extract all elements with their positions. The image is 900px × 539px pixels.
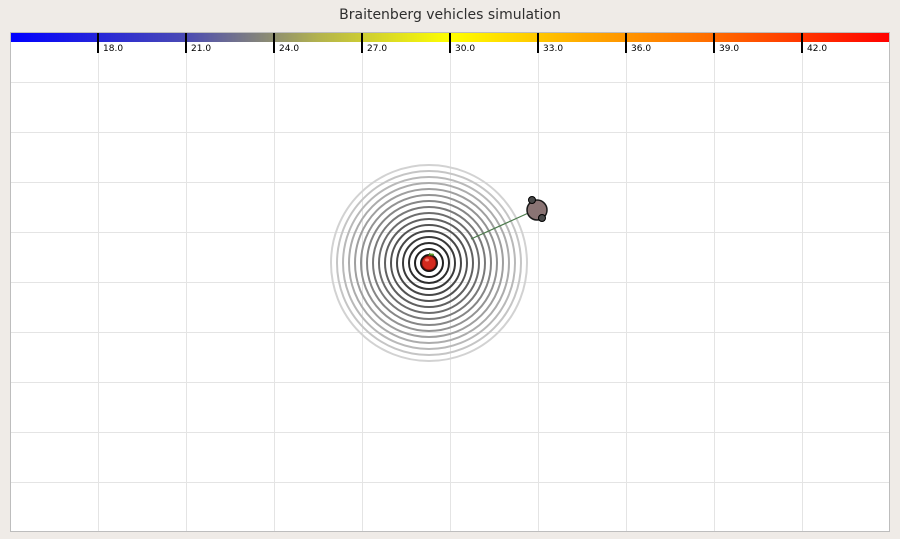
vehicle-sensor [528,196,536,204]
colorbar-tick-label: 30.0 [455,44,476,54]
colorbar-tick-label: 39.0 [719,44,740,54]
stimulus-ring [336,170,522,356]
colorbar-tick-label: 18.0 [103,44,124,54]
stimulus-ring [342,176,516,350]
vehicle-sensor [538,214,546,222]
grid-line [11,382,889,383]
colorbar-tick-label: 42.0 [807,44,828,54]
colorbar-tick [361,33,363,53]
grid-line [11,182,889,183]
stimulus-ring [366,200,492,326]
stimulus-ring [408,242,450,284]
stimulus-ring [330,164,528,362]
stimulus-field-rings [330,164,528,362]
window-title: Braitenberg vehicles simulation [339,7,561,23]
stimulus-ring [372,206,486,320]
grid-line [11,432,889,433]
colorbar-tick [97,33,99,53]
colorbar-tick [713,33,715,53]
stimulus-ring [348,182,510,344]
vehicle-icon[interactable] [526,196,548,222]
colorbar-tick [449,33,451,53]
simulation-canvas[interactable]: 18.0 21.0 24.0 27.0 30.0 33.0 36.0 39.0 … [10,32,890,532]
stimulus-ring [384,218,474,308]
grid-line [11,82,889,83]
colorbar-tick-label: 24.0 [279,44,300,54]
colorbar-tick [801,33,803,53]
vehicle-trail [470,209,536,240]
colorbar-tick-label: 21.0 [191,44,212,54]
colorbar-tick [273,33,275,53]
stimulus-ring [354,188,504,338]
stimulus-ring [360,194,498,332]
grid-line [11,482,889,483]
stimulus-ring [378,212,480,314]
grid-line [11,282,889,283]
stimulus-ring [414,248,444,278]
stimulus-ring [402,236,456,290]
colorbar-tick-label: 27.0 [367,44,388,54]
colorbar-tick-label: 36.0 [631,44,652,54]
apple-icon[interactable] [421,252,437,271]
stimulus-ring [396,230,462,296]
grid-line [11,232,889,233]
colorbar-tick-label: 33.0 [543,44,564,54]
colorbar-tick [185,33,187,53]
colorbar-tick [537,33,539,53]
grid-line [11,132,889,133]
colorbar-tick [625,33,627,53]
scene-layer [330,164,548,362]
grid-line [11,332,889,333]
stimulus-ring [390,224,468,302]
